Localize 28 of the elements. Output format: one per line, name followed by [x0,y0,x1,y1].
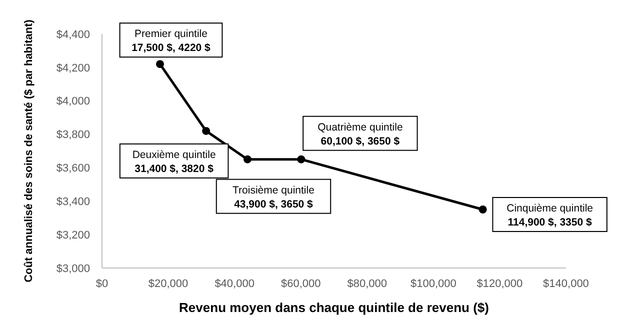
annotation: Quatrième quintile 60,100 $, 3650 $ [318,121,403,148]
y-tick-label: $3,200 [56,229,90,242]
x-tick-label: $60,000 [280,278,321,290]
x-tick-label: $0 [96,278,108,290]
annotation: Troisième quintile 43,900 $, 3650 $ [232,184,315,210]
point [243,155,252,164]
y-tick-label: $3,000 [56,262,90,275]
y-tick-label: $4,400 [56,28,90,41]
annotation: Cinquième quintile 114,900 $, 3350 $ [506,202,594,228]
y-tick-label: $3,800 [56,129,90,142]
y-axis-title: Coût annualisé des soins de santé ($ par habitant) [23,19,35,282]
x-tick-label: $140,000 [543,278,589,290]
x-axis-title: Revenu moyen dans chaque quintile de revenu ($) [179,300,489,315]
y-tick-label: $3,400 [56,196,90,208]
annotation: Deuxième quintile 31,400 $, 3820 $ [132,148,216,175]
point [297,155,306,164]
point [156,60,164,68]
x-tick-label: $40,000 [214,278,254,290]
y-tick-label: $4,000 [56,96,90,108]
y-tick-label: $4,200 [56,62,90,74]
x-tick-label: $100,000 [410,278,456,290]
point [478,206,487,214]
y-tick-label: $3,600 [56,162,90,175]
x-tick-label: $20,000 [148,278,188,290]
annotation: Premier quintile 17,500 $, 4220 $ [132,28,211,54]
x-tick-label: $80,000 [347,278,388,290]
x-tick-label: $120,000 [476,278,523,290]
point [202,126,210,135]
